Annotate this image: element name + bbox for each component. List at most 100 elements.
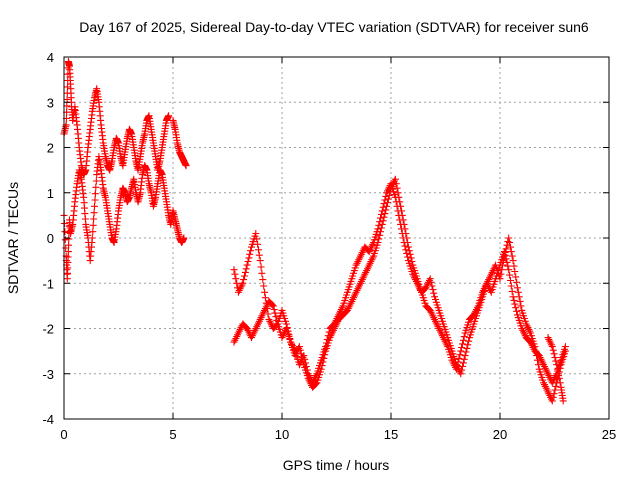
data-point	[317, 365, 325, 373]
data-point	[253, 235, 261, 243]
data-point	[65, 241, 73, 249]
data-point	[507, 277, 514, 284]
series-1	[60, 58, 173, 179]
data-point	[398, 207, 405, 215]
data-point	[92, 177, 100, 185]
y-tick-label: -4	[42, 412, 54, 427]
data-point	[502, 255, 510, 263]
data-point	[258, 269, 266, 277]
data-point	[427, 278, 435, 286]
data-point	[261, 288, 269, 296]
data-point	[319, 358, 327, 366]
data-points	[60, 58, 569, 405]
data-point	[385, 192, 393, 199]
data-point	[384, 199, 391, 207]
data-point	[549, 393, 557, 401]
data-point	[503, 258, 511, 266]
data-point	[428, 282, 436, 290]
data-point	[508, 252, 516, 260]
data-point	[231, 270, 239, 278]
data-point	[553, 361, 561, 369]
series-5	[544, 334, 567, 405]
y-tick-label: 0	[47, 231, 54, 246]
series-4	[230, 175, 569, 391]
grid-lines	[64, 57, 609, 419]
data-point	[299, 357, 307, 365]
data-point	[271, 309, 279, 317]
data-point	[403, 234, 411, 242]
data-point	[297, 350, 305, 358]
data-point	[64, 248, 72, 256]
x-tick-label: 10	[275, 427, 289, 442]
data-point	[551, 354, 559, 361]
x-tick-label: 0	[60, 427, 67, 442]
data-point	[252, 230, 260, 237]
y-tick-label: 4	[47, 50, 54, 65]
data-point	[88, 234, 96, 242]
data-point	[509, 293, 517, 301]
data-point	[401, 242, 409, 250]
data-point	[247, 247, 255, 255]
data-point	[246, 250, 254, 258]
data-point	[514, 288, 522, 296]
data-point	[180, 234, 188, 242]
data-point	[507, 282, 515, 290]
data-point	[244, 258, 252, 265]
data-point	[242, 265, 250, 273]
data-point	[500, 248, 508, 256]
data-point	[513, 278, 521, 286]
y-axis-label: SDTVAR / TECUs	[5, 182, 21, 294]
data-point	[513, 284, 521, 292]
data-point	[375, 235, 383, 243]
data-point	[261, 294, 269, 302]
data-point	[501, 251, 509, 259]
data-point	[554, 365, 562, 373]
data-point	[458, 366, 466, 374]
data-point	[384, 195, 392, 203]
data-point	[61, 236, 69, 244]
data-point	[270, 306, 278, 313]
data-point	[426, 275, 434, 283]
data-point	[510, 296, 518, 304]
data-point	[295, 343, 303, 351]
data-point	[401, 225, 409, 233]
data-point	[381, 210, 389, 218]
data-point	[465, 337, 473, 345]
data-point	[404, 243, 412, 251]
data-point	[90, 209, 98, 217]
data-point	[507, 243, 514, 251]
data-point	[165, 112, 173, 120]
data-point	[549, 346, 557, 354]
data-point	[386, 188, 394, 196]
data-point	[380, 213, 388, 221]
data-point	[393, 184, 401, 192]
data-point	[507, 248, 515, 256]
data-point	[457, 370, 465, 378]
data-point	[459, 336, 467, 344]
series-0	[60, 153, 188, 283]
data-point	[408, 258, 416, 265]
data-point	[459, 340, 466, 348]
series-2	[169, 116, 190, 170]
data-point	[92, 183, 100, 191]
data-point	[456, 351, 464, 359]
x-tick-label: 15	[384, 427, 398, 442]
data-point	[405, 247, 413, 255]
data-point	[506, 271, 514, 279]
data-point	[91, 190, 99, 198]
data-point	[398, 211, 406, 219]
data-point	[458, 344, 466, 351]
axis-ticks	[63, 56, 610, 420]
data-point	[374, 239, 382, 246]
data-point	[511, 300, 519, 308]
data-point	[240, 276, 248, 284]
data-point	[510, 262, 518, 270]
data-point	[245, 254, 253, 262]
data-point	[460, 333, 468, 341]
data-point	[255, 246, 262, 254]
data-point	[505, 266, 513, 274]
data-point	[497, 270, 505, 278]
y-tick-labels: 4 3 2 1 0 -1 -2 -3 -4	[42, 50, 54, 427]
data-point	[399, 216, 407, 224]
